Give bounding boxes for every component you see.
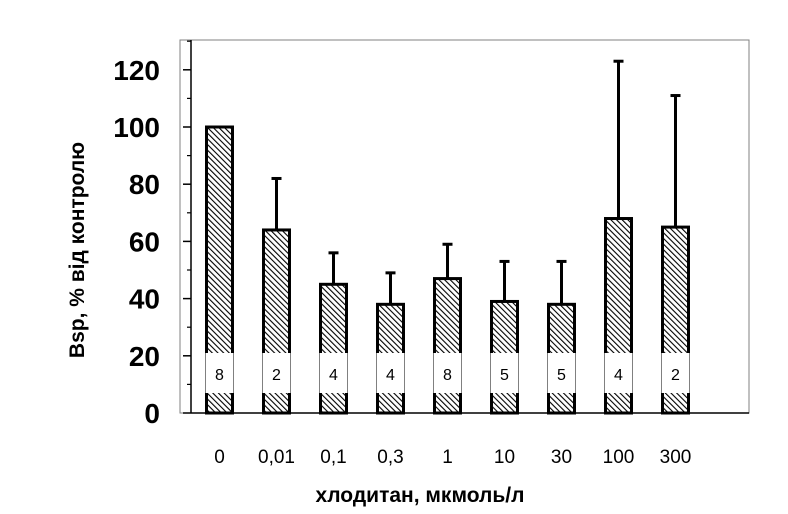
y-tick-label: 20 bbox=[129, 341, 160, 372]
y-tick-label: 60 bbox=[129, 226, 160, 257]
count-label-box bbox=[262, 353, 291, 393]
count-label-box bbox=[205, 353, 234, 393]
x-tick-label: 0,01 bbox=[258, 447, 295, 468]
y-tick-label: 120 bbox=[113, 55, 160, 86]
count-label: 5 bbox=[500, 367, 509, 384]
count-label: 2 bbox=[272, 367, 281, 384]
x-axis-tick-labels: 0 0,01 0,1 0,3 1 10 30 100 300 bbox=[214, 447, 691, 468]
count-label-box bbox=[490, 353, 519, 393]
y-axis: 0 20 40 60 80 100 120 bbox=[113, 40, 749, 429]
bars-group: 8 2 4 4 8 5 5 4 2 bbox=[205, 59, 690, 415]
x-tick-label: 300 bbox=[660, 447, 692, 468]
x-tick-label: 100 bbox=[603, 447, 635, 468]
count-label: 4 bbox=[386, 367, 395, 384]
count-label-box bbox=[547, 353, 576, 393]
y-tick-label: 80 bbox=[129, 169, 160, 200]
count-label: 5 bbox=[557, 367, 566, 384]
count-label: 8 bbox=[443, 367, 452, 384]
count-label: 4 bbox=[614, 367, 623, 384]
count-label-box bbox=[604, 353, 633, 393]
y-tick-label: 100 bbox=[113, 112, 160, 143]
y-axis-title: Bsp, % від контролю bbox=[66, 142, 89, 358]
x-tick-label: 1 bbox=[442, 447, 453, 468]
x-tick-label: 0 bbox=[214, 447, 225, 468]
x-tick-label: 0,1 bbox=[320, 447, 346, 468]
x-tick-label: 30 bbox=[551, 447, 572, 468]
count-label-box bbox=[661, 353, 690, 393]
count-label: 2 bbox=[671, 367, 680, 384]
count-label: 8 bbox=[215, 367, 224, 384]
count-label-box bbox=[433, 353, 462, 393]
y-tick-label: 0 bbox=[144, 398, 160, 429]
count-label: 4 bbox=[329, 367, 338, 384]
x-tick-label: 0,3 bbox=[377, 447, 403, 468]
y-tick-label: 40 bbox=[129, 284, 160, 315]
x-axis-title: хлодитан, мкмоль/л bbox=[316, 484, 525, 507]
count-label-box bbox=[376, 353, 405, 393]
x-tick-label: 10 bbox=[494, 447, 515, 468]
bar bbox=[319, 282, 348, 415]
count-label-box bbox=[319, 353, 348, 393]
